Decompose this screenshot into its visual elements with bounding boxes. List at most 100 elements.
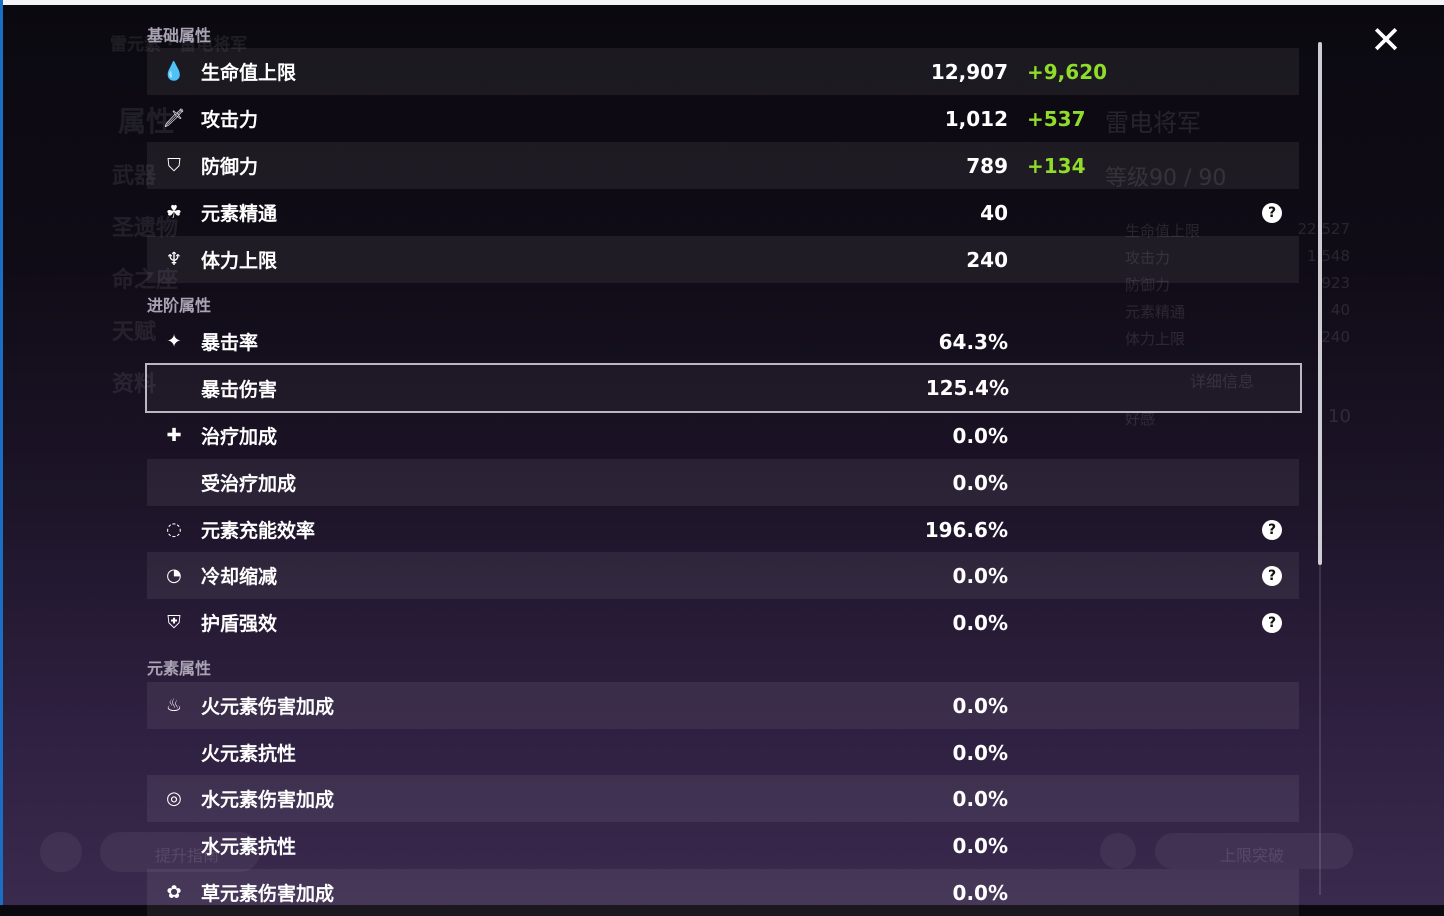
bg-grid-button — [40, 832, 82, 872]
bg-summary-value: 22,527 — [1297, 220, 1351, 238]
attribute-row[interactable]: ☘ 元素精通 40? — [147, 189, 1299, 236]
attribute-label: 暴击伤害 — [201, 378, 278, 401]
hp-drop-icon: 💧 — [162, 61, 186, 82]
attribute-value: 789 — [966, 153, 1008, 178]
attribute-label: 元素精通 — [201, 203, 278, 225]
attribute-label: 水元素伤害加成 — [201, 789, 335, 811]
bg-ascend-button — [1155, 833, 1353, 869]
attribute-bonus: +537 — [1027, 106, 1086, 131]
attribute-row[interactable]: ✚ 治疗加成 0.0% — [147, 412, 1299, 459]
cooldown-icon: ◔ — [166, 565, 182, 586]
stamina-icon: ♆ — [165, 249, 183, 270]
attribute-label: 草元素伤害加成 — [201, 883, 335, 905]
window-top-bar — [0, 0, 1444, 5]
bg-details-button: 详细信息 — [1190, 372, 1255, 391]
attribute-value: 0.0% — [952, 470, 1008, 495]
healing-cross-icon: ✚ — [166, 425, 182, 446]
bg-summary-label: 元素精通 — [1125, 303, 1186, 321]
attribute-label: 防御力 — [201, 156, 259, 178]
attribute-value: 0.0% — [952, 740, 1008, 765]
dendro-icon: ✿ — [166, 882, 182, 903]
attribute-value: 40 — [980, 200, 1008, 225]
close-button[interactable]: ✕ — [1370, 18, 1402, 62]
help-icon[interactable]: ? — [1262, 612, 1282, 633]
attribute-value: 240 — [966, 247, 1008, 272]
attribute-row[interactable]: ◎ 水元素伤害加成 0.0% — [147, 775, 1299, 822]
attribute-row[interactable]: 火元素抗性 0.0% — [147, 729, 1299, 776]
attribute-value: 0.0% — [952, 693, 1008, 718]
bg-menu-item: 武器 — [112, 164, 157, 189]
bg-summary-value: 923 — [1321, 274, 1350, 292]
bg-summary-value: 1,548 — [1307, 247, 1350, 265]
section-header: 元素属性 — [147, 659, 212, 678]
bg-menu-item: 圣遗物 — [112, 216, 179, 241]
scrollbar-thumb[interactable] — [1318, 42, 1322, 565]
attribute-row[interactable]: 暴击伤害 125.4% — [145, 363, 1302, 413]
bg-summary-label: 体力上限 — [1125, 330, 1186, 348]
bg-friendship-label: 好感 — [1125, 410, 1156, 428]
attribute-value: 12,907 — [930, 59, 1008, 84]
attribute-value: 0.0% — [952, 833, 1008, 858]
bg-menu-item: 命之座 — [112, 268, 179, 293]
attribute-bonus: +134 — [1027, 153, 1086, 178]
bg-summary-label: 生命值上限 — [1125, 222, 1201, 240]
bg-menu-item: 属性 — [118, 105, 175, 138]
window-left-edge — [0, 0, 3, 905]
attribute-row[interactable]: 水元素抗性 0.0% — [147, 822, 1299, 869]
attribute-row[interactable]: 🗡 攻击力 1,012 +537 — [147, 95, 1299, 142]
attribute-row[interactable]: ◔ 冷却缩减 0.0%? — [147, 552, 1299, 599]
attribute-label: 治疗加成 — [201, 426, 278, 448]
attribute-value: 0.0% — [952, 563, 1008, 588]
attribute-row[interactable]: 💧 生命值上限 12,907 +9,620 — [147, 48, 1299, 95]
attribute-row[interactable]: ♨ 火元素伤害加成 0.0% — [147, 682, 1299, 729]
attribute-row[interactable]: ✿ 草元素伤害加成 0.0% — [147, 869, 1299, 916]
shield-strength-icon: ⛨ — [167, 612, 181, 633]
attribute-label: 火元素伤害加成 — [201, 696, 335, 718]
attribute-bonus: +9,620 — [1027, 59, 1108, 84]
sword-icon: 🗡 — [162, 108, 186, 129]
attribute-value: 196.6% — [924, 517, 1008, 542]
bg-friendship-value: 10 — [1328, 406, 1351, 427]
attribute-row[interactable]: ✦ 暴击率 64.3% — [147, 318, 1299, 365]
bg-summary-label: 防御力 — [1125, 276, 1171, 294]
section-header: 进阶属性 — [147, 296, 212, 315]
attribute-label: 护盾强效 — [201, 613, 278, 635]
attribute-value: 64.3% — [938, 329, 1008, 354]
attribute-label: 体力上限 — [201, 250, 278, 272]
bg-menu-item: 天赋 — [112, 320, 157, 345]
help-icon[interactable]: ? — [1262, 202, 1282, 223]
bg-guide-label: 提升指南 — [155, 846, 220, 865]
crit-rate-icon: ✦ — [166, 331, 182, 352]
attribute-label: 受治疗加成 — [201, 473, 297, 495]
energy-recharge-icon: ◌ — [166, 519, 182, 540]
help-icon[interactable]: ? — [1262, 565, 1282, 586]
attribute-row[interactable]: ♆ 体力上限 240 — [147, 236, 1299, 283]
attribute-row[interactable]: ◌ 元素充能效率 196.6%? — [147, 506, 1299, 553]
bg-menu-item: 资料 — [112, 372, 157, 397]
elemental-mastery-icon: ☘ — [165, 202, 183, 223]
attribute-value: 0.0% — [952, 880, 1008, 905]
bg-summary-value: 40 — [1330, 301, 1350, 319]
attribute-label: 冷却缩减 — [201, 566, 278, 588]
attribute-value: 125.4% — [925, 376, 1009, 400]
attribute-label: 元素充能效率 — [201, 520, 316, 542]
attribute-label: 水元素抗性 — [201, 836, 297, 858]
attribute-row[interactable]: 受治疗加成 0.0% — [147, 459, 1299, 506]
attribute-value: 0.0% — [952, 786, 1008, 811]
bg-summary-value: 240 — [1321, 328, 1350, 346]
attribute-label: 生命值上限 — [201, 62, 297, 84]
bg-level: 等级90 / 90 — [1105, 166, 1227, 191]
bg-summary-label: 攻击力 — [1125, 249, 1171, 267]
bg-outfit-button — [1100, 833, 1136, 869]
shield-icon: ⛉ — [167, 155, 181, 176]
hydro-icon: ◎ — [166, 788, 182, 809]
attribute-label: 暴击率 — [201, 332, 259, 354]
bg-guide-button — [100, 832, 260, 872]
bg-title: 雷元素 · 雷电将军 — [110, 35, 248, 55]
attribute-row[interactable]: ⛨ 护盾强效 0.0%? — [147, 599, 1299, 646]
attribute-value: 0.0% — [952, 423, 1008, 448]
help-icon[interactable]: ? — [1262, 519, 1282, 540]
scrollbar-track[interactable] — [1319, 565, 1321, 895]
attribute-row[interactable]: ⛉ 防御力 789 +134 — [147, 142, 1299, 189]
pyro-icon: ♨ — [165, 695, 183, 716]
